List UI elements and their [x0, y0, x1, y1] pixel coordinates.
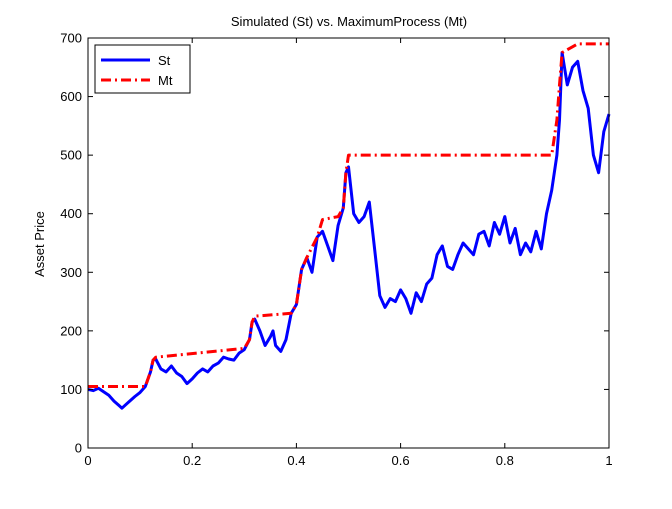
series-layer: [87, 42, 611, 410]
x-tick-label: 0.6: [392, 453, 410, 468]
legend-box: [94, 44, 191, 94]
y-tick-label: 100: [60, 382, 82, 397]
y-tick-label: 600: [60, 89, 82, 104]
ticks-layer: 0 0.2 0.4 0.6 0.8 1 0 100 200 300 400 500 600 700: [60, 31, 612, 469]
x-tick-label: 0: [84, 453, 91, 468]
x-tick-label: 1: [605, 453, 612, 468]
x-tick-label: 0.2: [183, 453, 201, 468]
y-tick-label: 200: [60, 323, 82, 338]
plot-area: 0 0.2 0.4 0.6 0.8 1 0 100 200 300 400 500 600 700: [60, 31, 612, 469]
axes-frame: [87, 37, 610, 449]
y-tick-label: 300: [60, 265, 82, 280]
legend-label-st: St: [158, 53, 171, 68]
chart-title: Simulated (St) vs. MaximumProcess (Mt): [231, 14, 467, 29]
y-tick-label: 0: [75, 441, 82, 456]
series-line-mt: [88, 42, 609, 388]
legend: St Mt: [94, 44, 191, 94]
plot-background: [88, 38, 609, 448]
x-tick-label: 0.4: [287, 453, 305, 468]
x-tick-label: 0.8: [496, 453, 514, 468]
y-tick-label: 400: [60, 206, 82, 221]
y-axis-label: Asset Price: [32, 211, 47, 277]
legend-label-mt: Mt: [158, 73, 173, 88]
legend-items: St Mt: [101, 53, 173, 88]
y-tick-label: 700: [60, 31, 82, 46]
y-tick-label: 500: [60, 148, 82, 163]
